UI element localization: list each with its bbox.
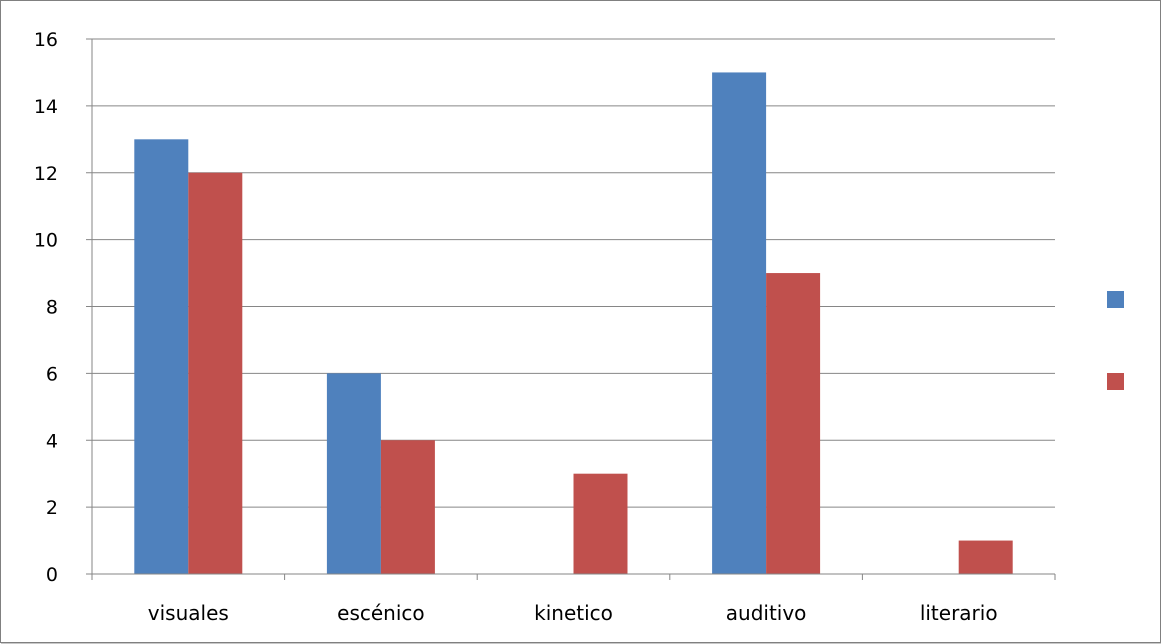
- y-tick-label: 4: [46, 430, 58, 452]
- legend: [1107, 291, 1124, 390]
- y-tick-label: 14: [34, 96, 58, 118]
- y-tick-label: 6: [46, 363, 58, 385]
- y-tick-label: 2: [46, 497, 58, 519]
- bar-series2-literario: [958, 540, 1013, 574]
- y-tick-label: 12: [34, 163, 58, 185]
- legend-swatch-series1: [1107, 291, 1124, 308]
- gridlines: [92, 38, 1055, 508]
- bar-series2-visuales: [188, 172, 243, 574]
- bars: [134, 72, 1013, 574]
- bar-series2-auditivo: [766, 273, 821, 574]
- x-tick-label: visuales: [148, 601, 229, 625]
- x-tick-label: auditivo: [726, 601, 807, 625]
- y-tick-label: 8: [46, 297, 58, 319]
- axis-labels: 0 2 4 6 8 10 12 14 16 visuales escénico kinetico aud…: [34, 29, 998, 625]
- bar-series2-kinetico: [573, 473, 628, 574]
- bar-series1-escénico: [326, 373, 381, 574]
- x-tick-label: escénico: [337, 601, 425, 625]
- y-tick-label: 0: [46, 564, 58, 586]
- legend-swatch-series2: [1107, 373, 1124, 390]
- x-tick-label: literario: [920, 601, 998, 625]
- bar-series1-auditivo: [712, 72, 767, 574]
- x-tick-label: kinetico: [534, 601, 613, 625]
- bar-series2-escénico: [380, 440, 435, 574]
- y-tick-label: 10: [34, 230, 58, 252]
- bar-series1-visuales: [134, 139, 189, 574]
- axes: [86, 38, 1056, 580]
- y-tick-label: 16: [34, 29, 58, 51]
